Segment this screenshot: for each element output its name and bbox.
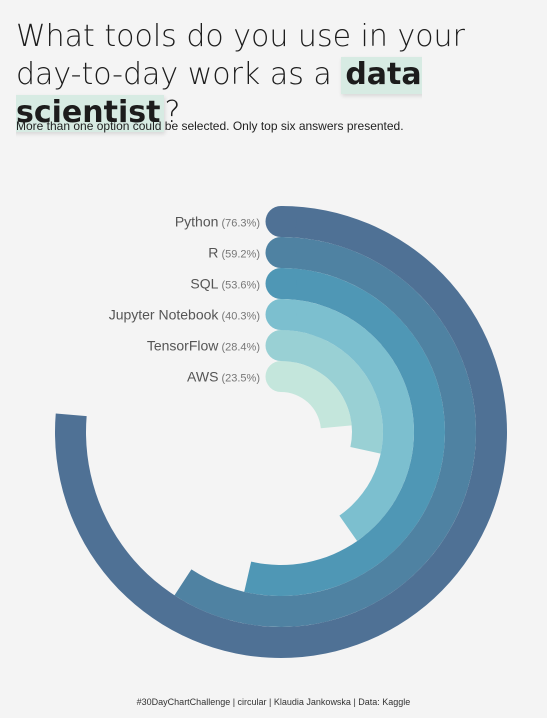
- category-label: AWS (23.5%): [187, 369, 260, 385]
- category-value: (59.2%): [218, 249, 260, 261]
- category-value: (76.3%): [218, 218, 260, 230]
- bar-start-cap: [265, 361, 297, 392]
- chart-title: What tools do you use in your day-to-day…: [16, 18, 536, 132]
- bar-start-cap: [265, 268, 297, 299]
- bar-start-cap: [265, 330, 297, 361]
- title-line-2-prefix: day-to-day work as a: [16, 57, 342, 92]
- title-line-2-suffix: ?: [164, 95, 181, 130]
- chart-caption: #30DayChartChallenge | circular | Klaudi…: [136, 697, 411, 707]
- category-label: SQL (53.6%): [190, 276, 260, 292]
- category-value: (28.4%): [218, 342, 260, 354]
- category-value: (40.3%): [218, 311, 260, 323]
- bar-r: [174, 237, 476, 627]
- bar-aws: [281, 361, 352, 429]
- bar-jupyter-notebook: [281, 299, 415, 542]
- category-label: R (59.2%): [208, 245, 260, 261]
- title-line-2: day-to-day work as a data scientist?: [16, 56, 536, 132]
- category-value: (53.6%): [218, 280, 260, 292]
- category-name: Python: [175, 214, 219, 230]
- category-name: TensorFlow: [147, 338, 219, 354]
- chart-subtitle: More than one option could be selected. …: [16, 119, 404, 133]
- category-label: TensorFlow (28.4%): [147, 338, 260, 354]
- category-label: Python (76.3%): [175, 214, 260, 230]
- bar-start-cap: [265, 299, 297, 330]
- category-name: SQL: [190, 276, 218, 292]
- bar-start-cap: [265, 206, 297, 237]
- category-value: (23.5%): [218, 373, 260, 385]
- title-line-1: What tools do you use in your: [16, 19, 465, 54]
- category-name: Jupyter Notebook: [109, 307, 220, 323]
- bar-tensorflow: [281, 330, 384, 454]
- category-name: AWS: [187, 369, 218, 385]
- bar-start-cap: [265, 237, 297, 268]
- bar-sql: [244, 268, 446, 597]
- category-label: Jupyter Notebook (40.3%): [109, 307, 260, 323]
- category-name: R: [208, 245, 218, 261]
